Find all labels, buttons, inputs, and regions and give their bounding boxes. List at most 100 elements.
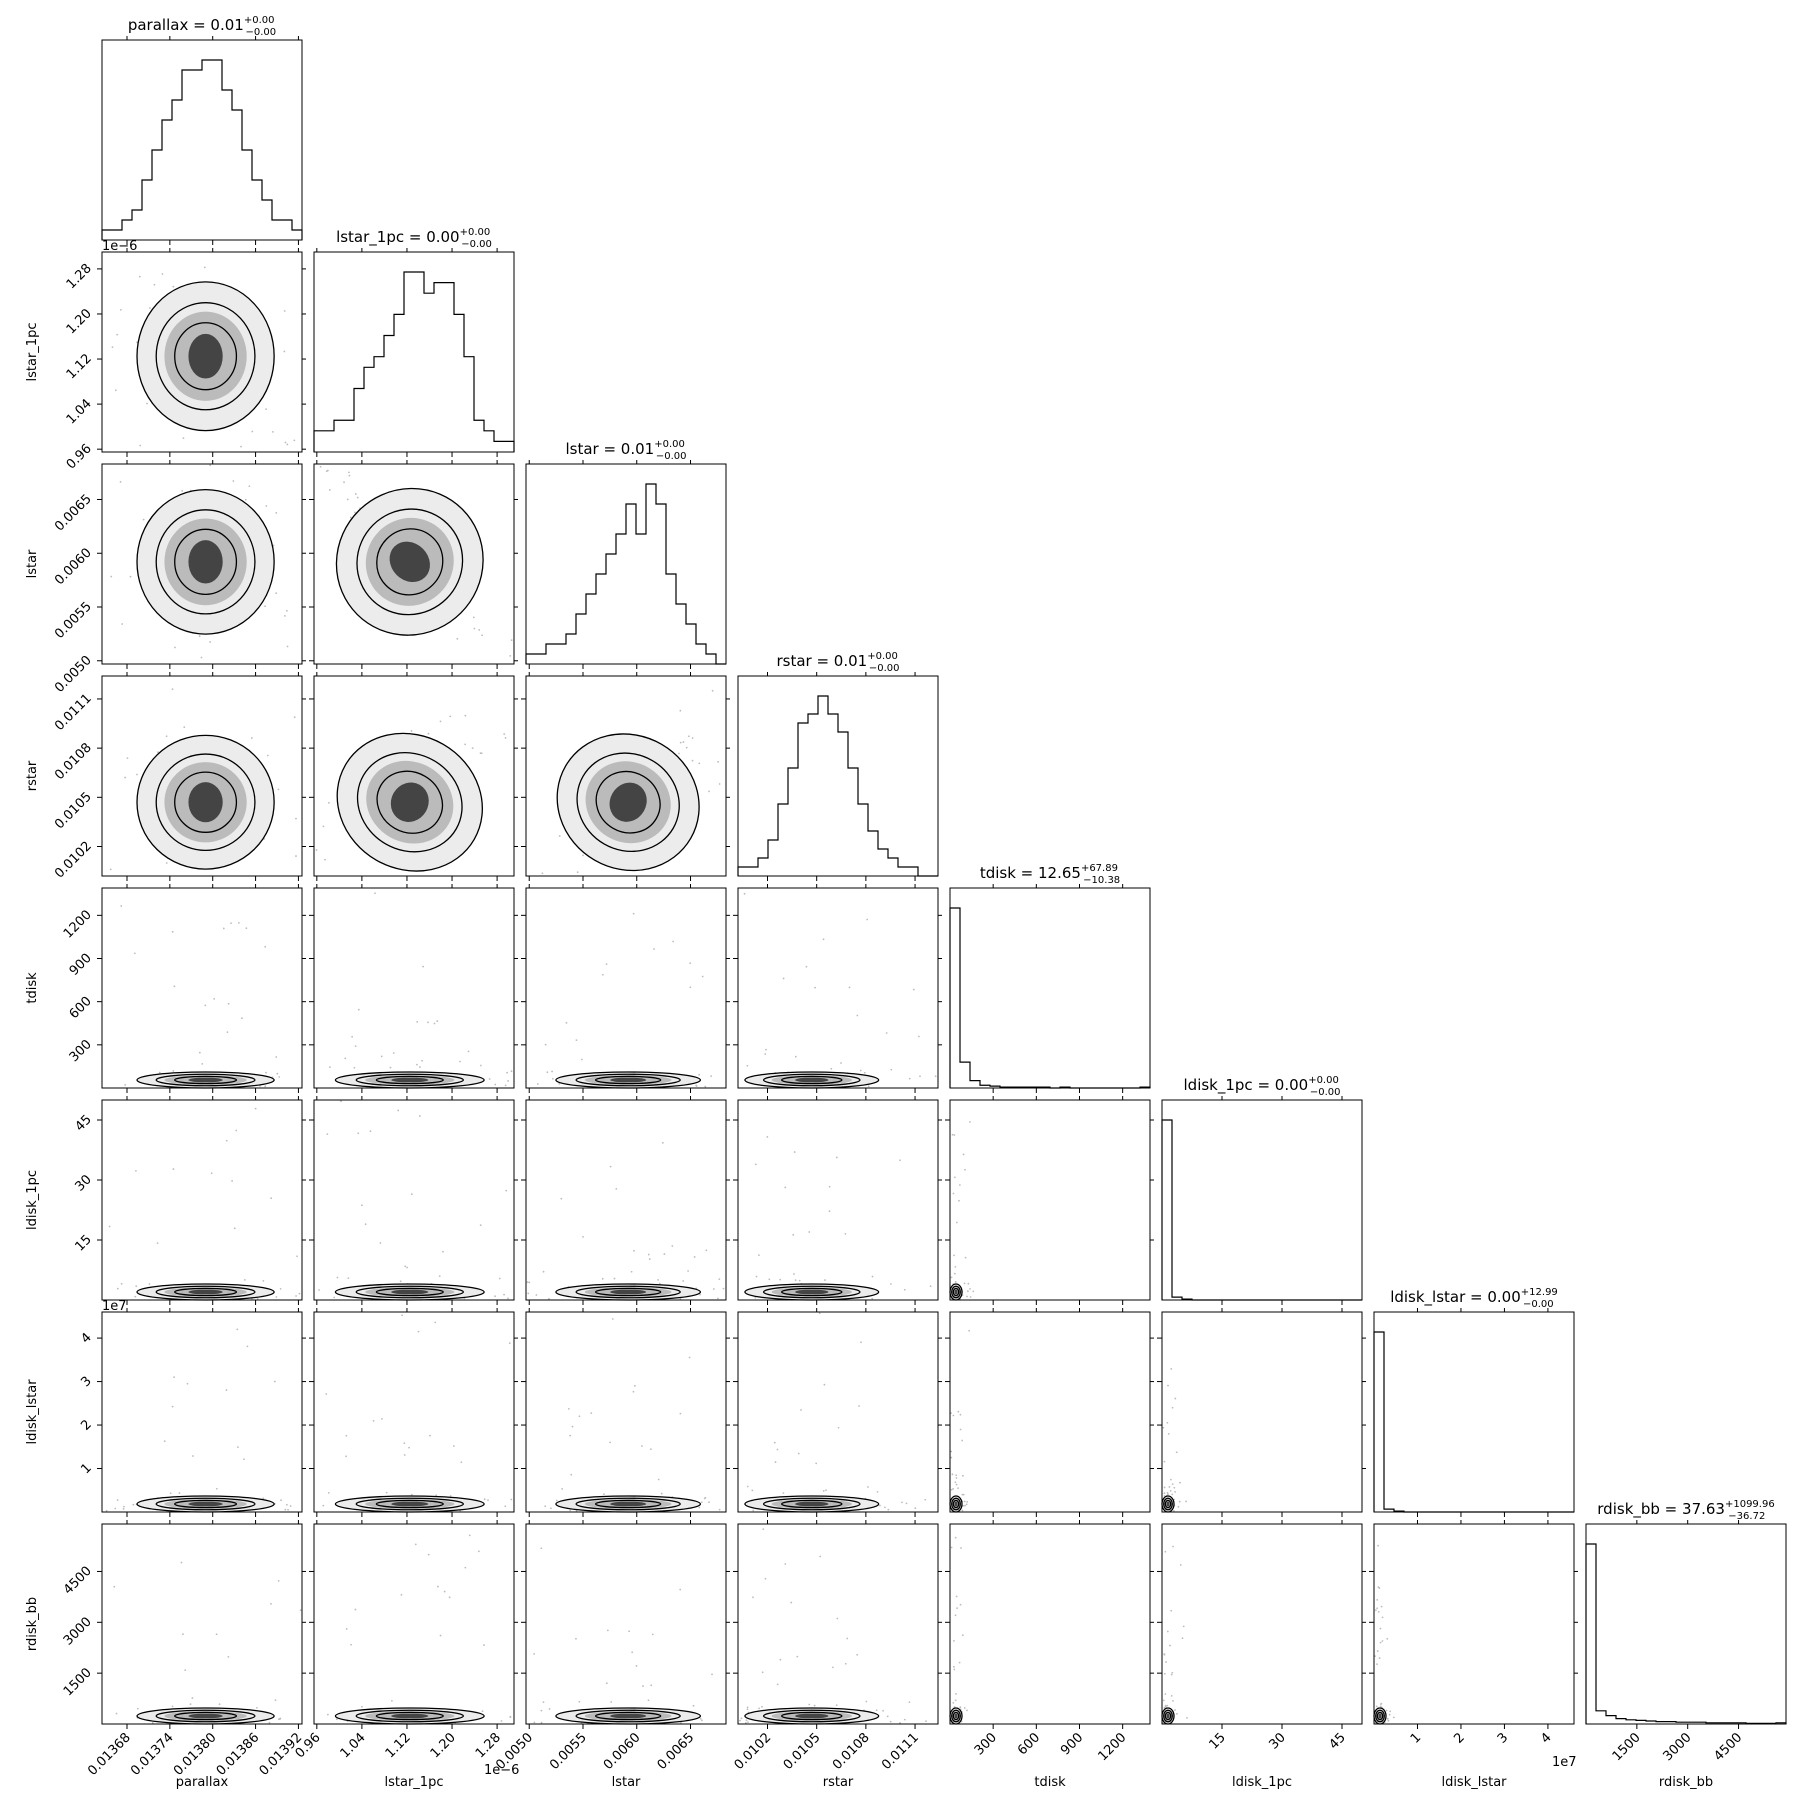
scatter-point [235,1129,238,1132]
scatter-point [1169,1644,1171,1647]
scatter-point [507,1297,509,1300]
scatter-point [957,1410,960,1413]
scatter-point [295,817,297,820]
scatter-point [678,752,680,755]
scatter-point [950,1450,953,1453]
contour-line [136,734,275,870]
scatter-point [351,1035,354,1038]
scatter-point [481,634,483,637]
scatter-point [882,1709,885,1712]
panel-lstar-vs-parallax [97,460,306,669]
scatter-point [876,1490,879,1493]
y-tick-label: 0.96 [64,441,95,472]
scatter-point [442,1250,444,1253]
scatter-point [744,1722,747,1724]
scatter-point [762,1528,765,1531]
scatter-point [390,1699,393,1702]
scatter-point [953,1134,956,1136]
scatter-point [687,735,690,738]
panel-frame [737,887,939,1089]
scatter-point [1178,1500,1181,1503]
scatter-point [856,1014,859,1017]
scatter-point [958,1199,960,1202]
scatter-point [275,1296,278,1298]
scatter-point [969,1288,971,1290]
histogram-line-tdisk [949,907,1151,1089]
scatter-point [436,1585,439,1588]
scatter-point [950,1276,953,1279]
scatter-point [403,1454,406,1456]
scatter-point [381,1417,383,1420]
scatter-point [114,1507,117,1510]
contour-line [594,1075,662,1085]
scatter-point [1169,1478,1172,1481]
scatter-point [761,1671,764,1674]
scatter-point [569,1434,572,1437]
scatter-point [958,1661,961,1664]
panel-frame [737,1523,939,1725]
scatter-point [700,1501,703,1504]
scatter-point [688,1356,691,1359]
panel-frame [313,251,515,453]
scatter-point [950,1488,953,1491]
scatter-point [410,1493,413,1496]
density-peak [391,1077,429,1083]
scatter-point [400,1593,403,1596]
panel-ldisk_lstar-vs-lstar [521,1308,730,1517]
scatter-point [1376,1650,1379,1652]
scatter-point [115,1712,118,1715]
scatter-point [215,1633,218,1636]
panel-frame [1585,1523,1787,1725]
x-tick-label: 2 [1451,1730,1467,1746]
density-peak [389,541,430,583]
scatter-point [435,1494,438,1497]
scatter-point [954,1281,957,1283]
scatter-point [284,441,287,444]
panel-frame [737,675,939,877]
x-axis-label-ldisk_1pc: ldisk_1pc [1232,1775,1292,1790]
panel-frame [313,675,515,877]
scatter-point [954,1481,957,1484]
scatter-point [1167,1493,1169,1496]
panel-ldisk_lstar-vs-rstar [733,1308,942,1517]
scatter-point [955,1692,957,1695]
scatter-point [157,751,159,754]
contour-line [174,528,238,596]
hist-panel-rdisk_bb: rdisk_bb = 37.63+1099.96 −36.72 [1585,1499,1787,1729]
x-axis-label-lstar: lstar [612,1775,641,1790]
scatter-point [1174,1709,1176,1711]
scatter-point [286,645,289,648]
scatter-point [835,1704,838,1707]
scatter-point [183,726,186,729]
panel-frame [101,39,303,241]
scatter-point [243,1458,245,1461]
scatter-point [1181,1637,1184,1640]
scatter-point [293,716,296,719]
scatter-point [794,1055,797,1058]
scatter-point [961,1509,964,1512]
scatter-point [153,283,156,286]
scatter-point [240,445,242,448]
scatter-point [800,1409,802,1411]
scatter-point [436,1020,439,1022]
scatter-point [1168,1486,1171,1488]
scatter-point [142,518,145,521]
scatter-point [165,862,168,864]
panel-ldisk_1pc-vs-rstar [733,1096,942,1305]
scatter-point [504,1505,507,1508]
panel-rdisk_bb-vs-tdisk [945,1520,1154,1729]
scatter-point [955,1474,958,1477]
scatter-point [691,737,694,739]
scatter-point [181,489,184,492]
scatter-point [357,1132,360,1135]
scatter-point [120,1282,123,1285]
contour-line [1164,1499,1172,1509]
scatter-point [1379,1627,1382,1630]
scatter-point [113,1585,116,1588]
scatter-point [808,1703,811,1706]
scatter-point [287,1508,289,1511]
scatter-point [203,266,206,269]
density-peak [390,782,429,822]
x-tick-label: 0.0105 [781,1730,824,1773]
y-tick-label: 900 [67,951,95,979]
